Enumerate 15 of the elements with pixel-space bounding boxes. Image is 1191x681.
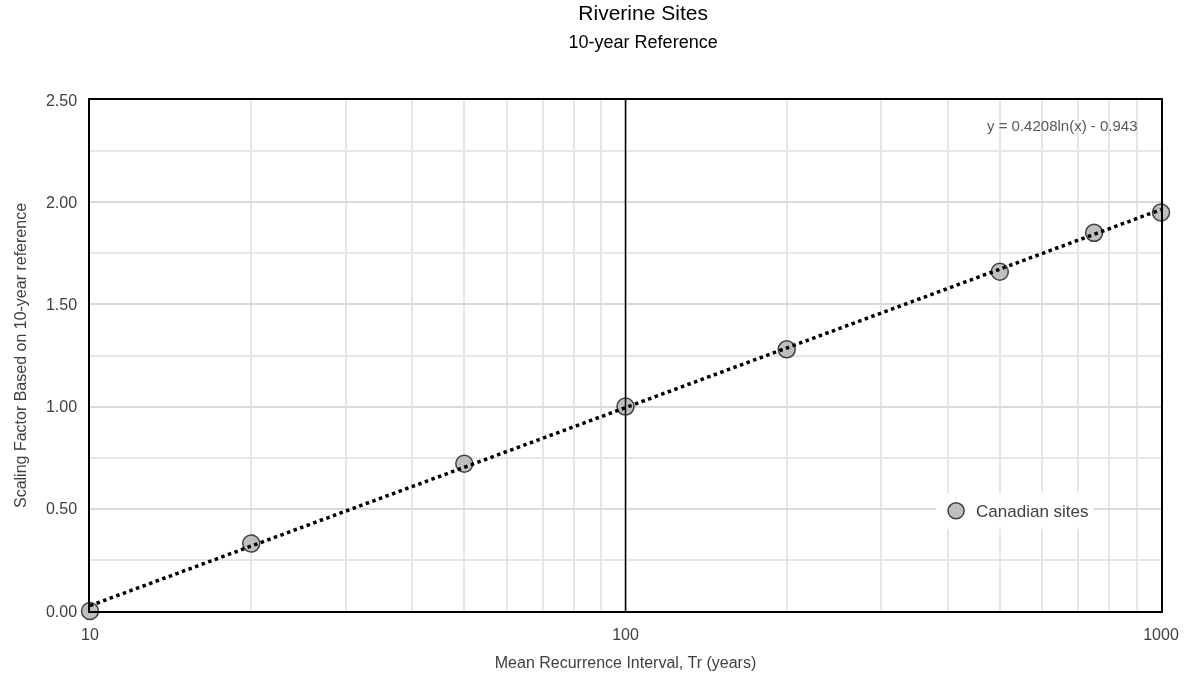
y-tick-label: 0.00: [45, 602, 78, 620]
x-axis-title: Mean Recurrence Interval, Tr (years): [494, 654, 757, 672]
y-axis-title: Scaling Factor Based on 10-year reference: [12, 202, 30, 509]
y-tick-label: 2.00: [45, 193, 78, 211]
legend-label: Canadian sites: [976, 502, 1089, 522]
y-tick-label: 1.00: [45, 398, 78, 416]
chart-title: Riverine Sites: [578, 1, 708, 25]
x-tick-label: 1000: [1143, 625, 1179, 643]
chart-subtitle: 10-year Reference: [568, 31, 718, 52]
y-tick-label: 1.50: [45, 296, 78, 313]
x-tick-label: 10: [81, 625, 99, 643]
annotation: y = 0.4208ln(x) - 0.943: [987, 117, 1138, 134]
x-tick-label: 100: [612, 625, 639, 643]
y-tick-label: 2.50: [45, 91, 78, 109]
y-tick-label: 0.50: [45, 500, 78, 518]
